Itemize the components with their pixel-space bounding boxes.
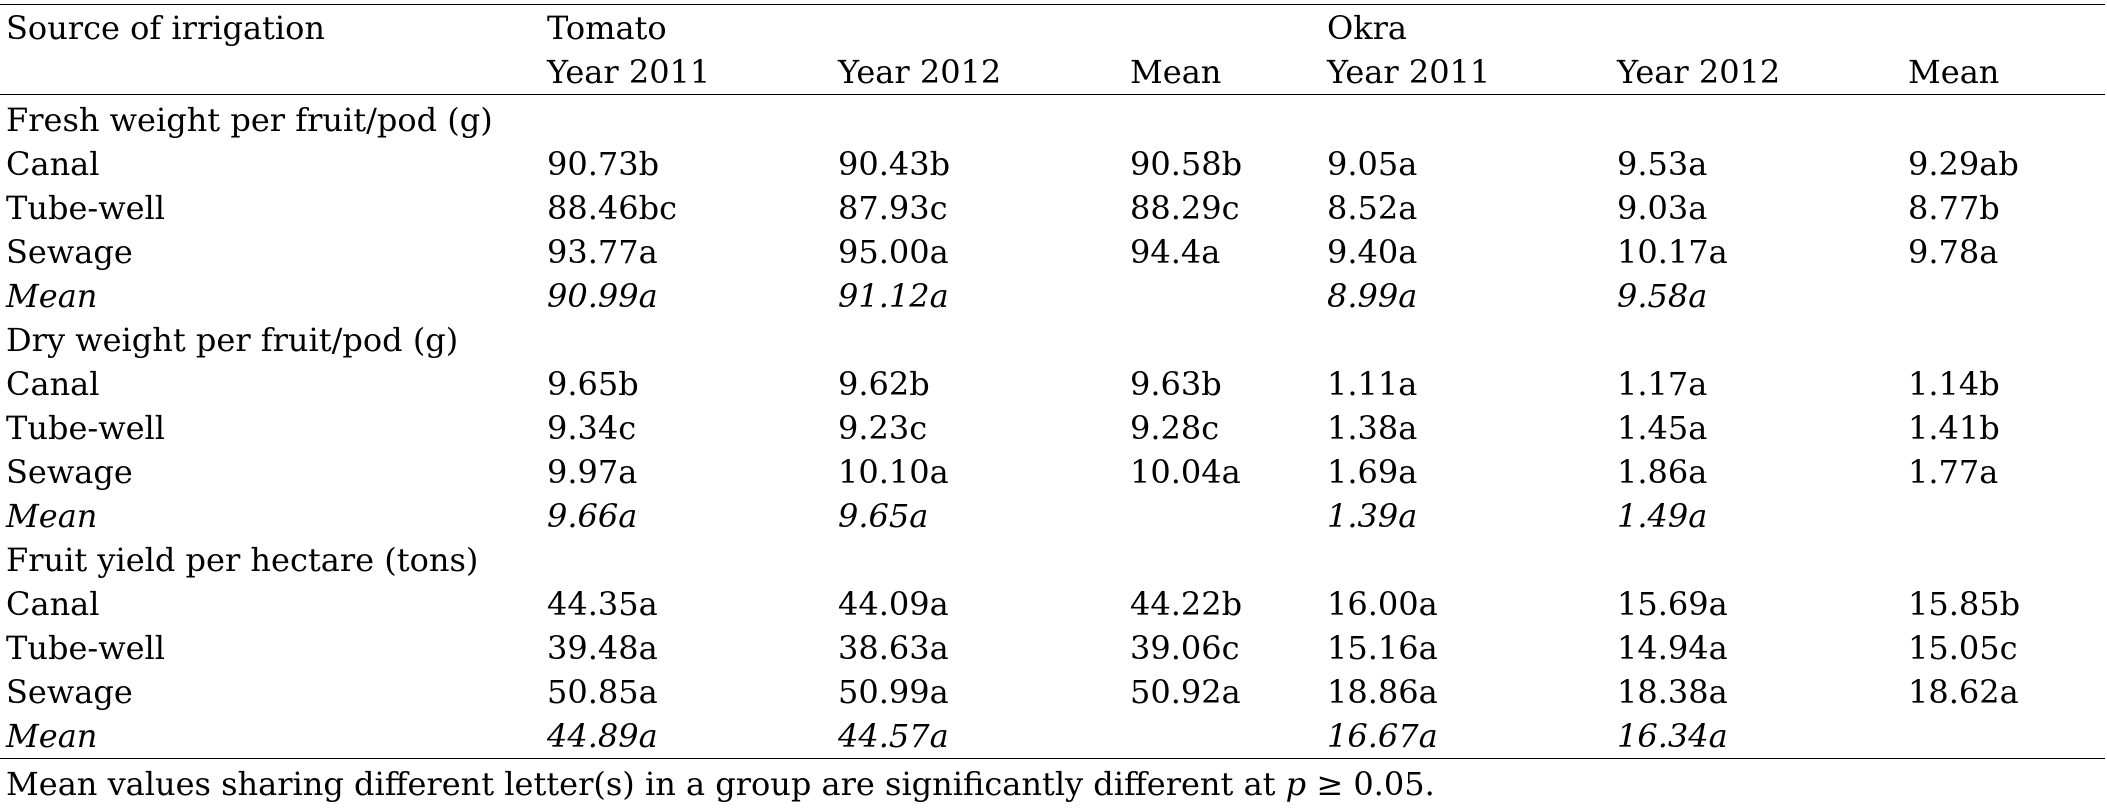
table-cell: 90.58b [1130,145,1243,183]
footnote-p-variable: p [1285,765,1307,803]
table-cell: 1.86a [1617,453,1708,491]
mean-cell: 9.66a [547,497,638,535]
mean-cell: 9.65a [838,497,929,535]
table-cell: 16.00a [1327,585,1438,623]
table-cell: 9.53a [1617,145,1708,183]
row-label: Sewage [6,233,133,271]
mean-cell: 16.67a [1327,717,1438,755]
table-cell: 1.77a [1908,453,1999,491]
header-tomato-year-2011: Year 2011 [547,53,711,91]
row-label: Canal [6,365,100,403]
table-cell: 9.62b [838,365,930,403]
section-title: Fresh weight per fruit/pod (g) [6,101,493,139]
table-cell: 9.03a [1617,189,1708,227]
header-tomato: Tomato [547,9,667,47]
table-cell: 38.63a [838,629,949,667]
table-cell: 18.38a [1617,673,1728,711]
table-cell: 90.73b [547,145,660,183]
table-cell: 15.85b [1908,585,2021,623]
top-rule [0,4,2105,5]
table-footnote: Mean values sharing different letter(s) … [6,762,1435,806]
table-cell: 1.17a [1617,365,1708,403]
table-cell: 93.77a [547,233,658,271]
table-cell: 88.46bc [547,189,678,227]
table-cell: 10.10a [838,453,949,491]
section-title: Fruit yield per hectare (tons) [6,541,479,579]
table-cell: 39.06c [1130,629,1240,667]
table-cell: 50.85a [547,673,658,711]
table-cell: 14.94a [1617,629,1728,667]
mean-cell: 8.99a [1327,277,1418,315]
table-cell: 18.86a [1327,673,1438,711]
table-cell: 15.05c [1908,629,2018,667]
mean-cell: 1.49a [1617,497,1708,535]
table-cell: 9.78a [1908,233,1999,271]
row-label: Tube-well [6,629,165,667]
table-cell: 1.11a [1327,365,1418,403]
header-source-of-irrigation: Source of irrigation [6,9,325,47]
header-tomato-year-2012: Year 2012 [838,53,1002,91]
header-tomato-mean: Mean [1130,53,1222,91]
table-cell: 50.92a [1130,673,1241,711]
mean-row-label: Mean [6,497,98,535]
mean-cell: 90.99a [547,277,658,315]
table-cell: 9.05a [1327,145,1418,183]
table-cell: 44.35a [547,585,658,623]
mean-row-label: Mean [6,717,98,755]
table-cell: 8.77b [1908,189,2000,227]
mean-cell: 16.34a [1617,717,1728,755]
table-cell: 18.62a [1908,673,2019,711]
row-label: Canal [6,145,100,183]
mean-cell: 1.39a [1327,497,1418,535]
section-title: Dry weight per fruit/pod (g) [6,321,459,359]
table-cell: 1.14b [1908,365,2000,403]
table-cell: 9.65b [547,365,639,403]
mean-cell: 9.58a [1617,277,1708,315]
table-cell: 9.23c [838,409,928,447]
mean-cell: 91.12a [838,277,949,315]
table-cell: 90.43b [838,145,951,183]
table-cell: 95.00a [838,233,949,271]
header-okra-year-2011: Year 2011 [1327,53,1491,91]
mean-row-label: Mean [6,277,98,315]
table-cell: 9.29ab [1908,145,2019,183]
row-label: Tube-well [6,409,165,447]
table-cell: 9.34c [547,409,637,447]
row-label: Canal [6,585,100,623]
header-rule [0,94,2105,95]
header-okra: Okra [1327,9,1407,47]
footnote-text-after: ≥ 0.05. [1306,765,1435,803]
table-cell: 9.63b [1130,365,1222,403]
table-cell: 1.69a [1327,453,1418,491]
table-cell: 15.69a [1617,585,1728,623]
table-cell: 1.45a [1617,409,1708,447]
table-cell: 87.93c [838,189,948,227]
table-cell: 8.52a [1327,189,1418,227]
table-cell: 44.09a [838,585,949,623]
header-okra-mean: Mean [1908,53,2000,91]
mean-cell: 44.89a [547,717,658,755]
table-cell: 39.48a [547,629,658,667]
table-cell: 50.99a [838,673,949,711]
table-cell: 10.17a [1617,233,1728,271]
row-label: Sewage [6,673,133,711]
bottom-rule [0,758,2105,759]
table-cell: 9.40a [1327,233,1418,271]
row-label: Tube-well [6,189,165,227]
table-cell: 9.97a [547,453,638,491]
table-cell: 88.29c [1130,189,1240,227]
table-cell: 44.22b [1130,585,1243,623]
table-cell: 15.16a [1327,629,1438,667]
row-label: Sewage [6,453,133,491]
header-okra-year-2012: Year 2012 [1617,53,1781,91]
mean-cell: 44.57a [838,717,949,755]
table-cell: 9.28c [1130,409,1220,447]
table-cell: 10.04a [1130,453,1241,491]
table-cell: 1.38a [1327,409,1418,447]
table-cell: 94.4a [1130,233,1221,271]
table-cell: 1.41b [1908,409,2000,447]
footnote-text-before: Mean values sharing different letter(s) … [6,765,1286,803]
